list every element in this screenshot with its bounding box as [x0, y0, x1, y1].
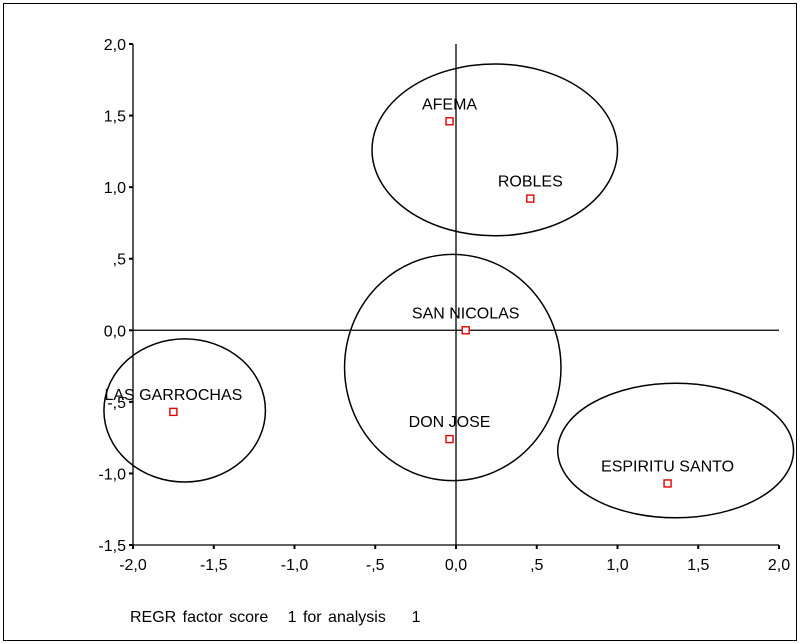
x-tick-label: -2,0	[119, 557, 147, 574]
outer-border	[3, 3, 797, 641]
data-label: ROBLES	[498, 174, 563, 191]
data-point	[526, 194, 535, 203]
data-points: AFEMA ROBLES SAN NICOLAS LAS GARROCHAS DON J…	[104, 96, 734, 488]
x-tick-label: 1,5	[687, 557, 709, 574]
data-label: DON JOSE	[409, 414, 491, 431]
y-tick-label: 0,0	[104, 323, 126, 340]
group-ellipse	[371, 63, 619, 237]
y-tick-label: -1,5	[98, 538, 126, 555]
y-tick-label: 2,0	[104, 37, 126, 54]
group-ellipses	[103, 63, 795, 519]
data-label: ESPIRITU SANTO	[601, 458, 734, 475]
data-label: SAN NICOLAS	[412, 305, 520, 322]
axes: 2,0 1,5 1,0 ,5 0,0 -,5 -1,0 -1,5 -2,0 -1,5 -1,0 -,5…	[98, 37, 790, 574]
data-label: LAS GARROCHAS	[104, 387, 242, 404]
x-tick-label: -1,5	[200, 557, 228, 574]
y-tick-label: -,5	[107, 395, 126, 412]
data-label: AFEMA	[422, 96, 477, 113]
y-tick-label: ,5	[113, 252, 126, 269]
group-ellipse	[343, 253, 562, 482]
group-ellipse	[103, 338, 267, 483]
x-tick-label: -,5	[366, 557, 385, 574]
y-tick-label: 1,5	[104, 109, 126, 126]
y-tick-label: -1,0	[98, 466, 126, 483]
data-point	[461, 326, 470, 335]
y-tick-label: 1,0	[104, 180, 126, 197]
group-ellipse	[556, 382, 795, 519]
x-axis-title: REGR factor score 1 for analysis 1	[130, 609, 421, 626]
data-point	[169, 407, 178, 417]
x-tick-label: 2,0	[768, 557, 790, 574]
data-point	[663, 479, 672, 488]
x-tick-label: 1,0	[606, 557, 628, 574]
x-tick-label: ,5	[530, 557, 543, 574]
x-tick-label: -1,0	[281, 557, 309, 574]
x-tick-label: 0,0	[445, 557, 467, 574]
data-point	[445, 434, 454, 444]
data-point	[445, 117, 454, 126]
